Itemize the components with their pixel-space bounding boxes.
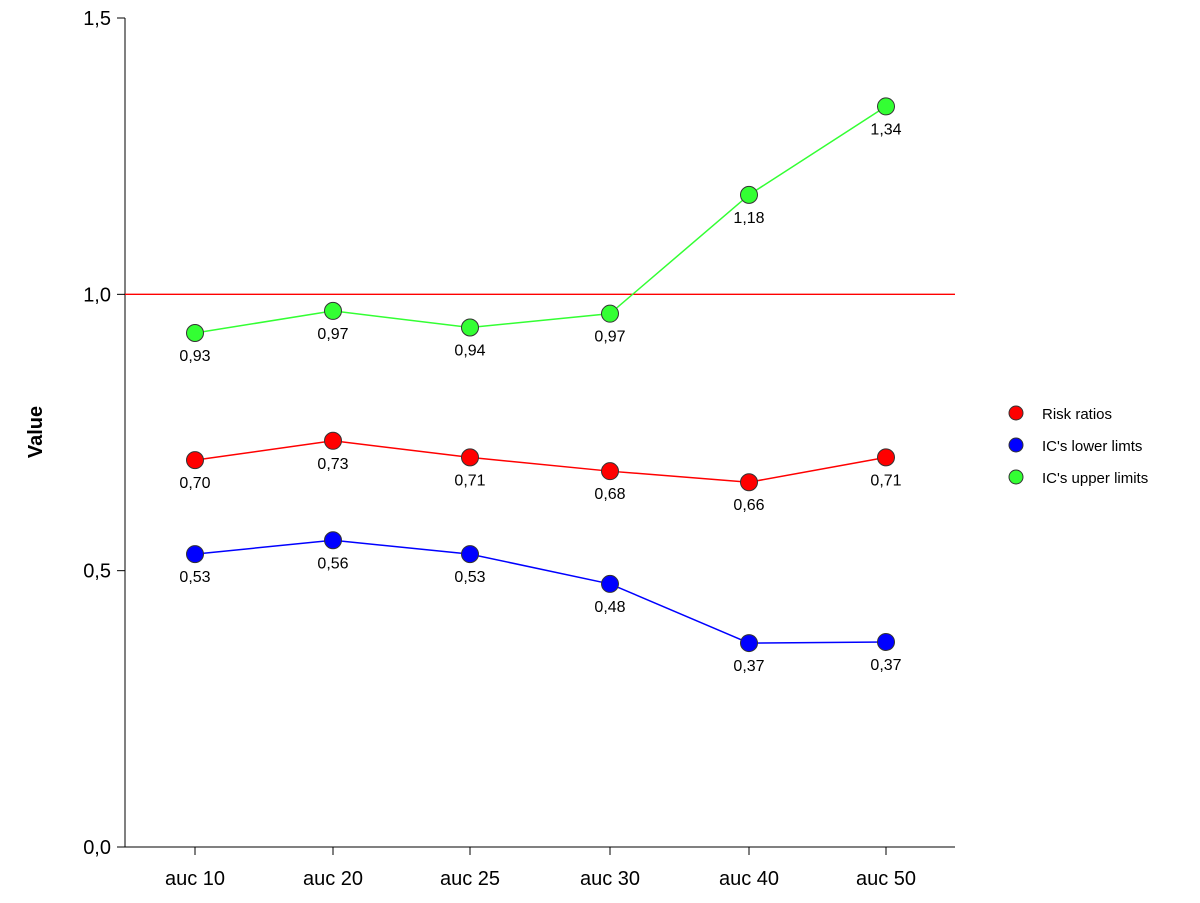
data-point-risk-ratios xyxy=(186,451,204,470)
data-label-ic-s-upper-limits: 0,97 xyxy=(594,329,625,346)
data-point-ic-s-lower-limts xyxy=(461,545,479,564)
data-label-risk-ratios: 0,71 xyxy=(870,472,901,489)
data-point-ic-s-lower-limts xyxy=(324,531,342,550)
series-group xyxy=(186,97,895,653)
data-label-ic-s-upper-limits: 0,93 xyxy=(179,348,210,365)
legend-marker xyxy=(1008,469,1024,485)
data-point-risk-ratios xyxy=(324,431,342,450)
legend-label: IC's upper limits xyxy=(1042,470,1148,487)
data-point-ic-s-lower-limts xyxy=(601,574,619,593)
data-label-risk-ratios: 0,71 xyxy=(454,472,485,489)
data-label-ic-s-upper-limits: 1,18 xyxy=(733,210,764,227)
data-label-ic-s-lower-limts: 0,53 xyxy=(179,569,210,586)
data-label-risk-ratios: 0,66 xyxy=(733,497,764,514)
data-point-ic-s-upper-limits xyxy=(186,324,204,343)
x-tick-label: auc 40 xyxy=(719,868,779,890)
data-point-risk-ratios xyxy=(461,448,479,467)
data-label-risk-ratios: 0,73 xyxy=(317,456,348,473)
data-point-ic-s-lower-limts xyxy=(186,545,204,564)
y-tick-label: 0,5 xyxy=(83,561,111,583)
x-tick-label: auc 30 xyxy=(580,868,640,890)
legend-marker xyxy=(1008,405,1024,421)
y-tick-label: 1,0 xyxy=(83,284,111,306)
legend-label: Risk ratios xyxy=(1042,406,1112,423)
legend: Risk ratios IC's lower limts IC's upper li… xyxy=(1008,405,1148,487)
data-label-ic-s-lower-limts: 0,56 xyxy=(317,555,348,572)
x-tick-label: auc 50 xyxy=(856,868,916,890)
series-line-ic-s-upper-limits xyxy=(194,105,887,334)
y-tick-label: 0,0 xyxy=(83,837,111,859)
data-label-risk-ratios: 0,70 xyxy=(179,475,210,492)
data-label-ic-s-upper-limits: 0,94 xyxy=(454,342,485,359)
data-point-ic-s-upper-limits xyxy=(601,304,619,323)
data-point-risk-ratios xyxy=(601,462,619,481)
data-label-ic-s-lower-limts: 0,37 xyxy=(733,658,764,675)
data-label-risk-ratios: 0,68 xyxy=(594,486,625,503)
legend-label: IC's lower limts xyxy=(1042,438,1142,455)
data-point-risk-ratios xyxy=(877,448,895,467)
x-tick-label: auc 25 xyxy=(440,868,500,890)
data-point-ic-s-lower-limts xyxy=(740,634,758,653)
data-label-ic-s-lower-limts: 0,48 xyxy=(594,599,625,616)
data-label-ic-s-lower-limts: 0,37 xyxy=(870,657,901,674)
data-point-risk-ratios xyxy=(740,473,758,492)
data-point-ic-s-upper-limits xyxy=(877,97,895,116)
data-label-ic-s-upper-limits: 1,34 xyxy=(870,121,901,138)
x-tick-label: auc 10 xyxy=(165,868,225,890)
axes: 0,0 0,5 1,0 1,5 auc 10 auc 20 auc 25 auc 30 auc … xyxy=(83,8,955,890)
y-axis-title: Value xyxy=(25,406,47,458)
data-point-ic-s-upper-limits xyxy=(740,185,758,204)
data-label-ic-s-lower-limts: 0,53 xyxy=(454,569,485,586)
data-labels-group: 0,70 0,73 0,71 0,68 0,66 0,71 0,53 0,56 0,53 0,48… xyxy=(179,121,901,675)
y-tick-label: 1,5 xyxy=(83,8,111,30)
legend-marker xyxy=(1008,437,1024,453)
data-point-ic-s-upper-limits xyxy=(461,318,479,337)
x-tick-label: auc 20 xyxy=(303,868,363,890)
data-label-ic-s-upper-limits: 0,97 xyxy=(317,326,348,343)
series-line-risk-ratios xyxy=(194,440,887,483)
series-line-ic-s-lower-limts xyxy=(194,539,887,644)
data-point-ic-s-lower-limts xyxy=(877,632,895,651)
data-point-ic-s-upper-limits xyxy=(324,301,342,320)
